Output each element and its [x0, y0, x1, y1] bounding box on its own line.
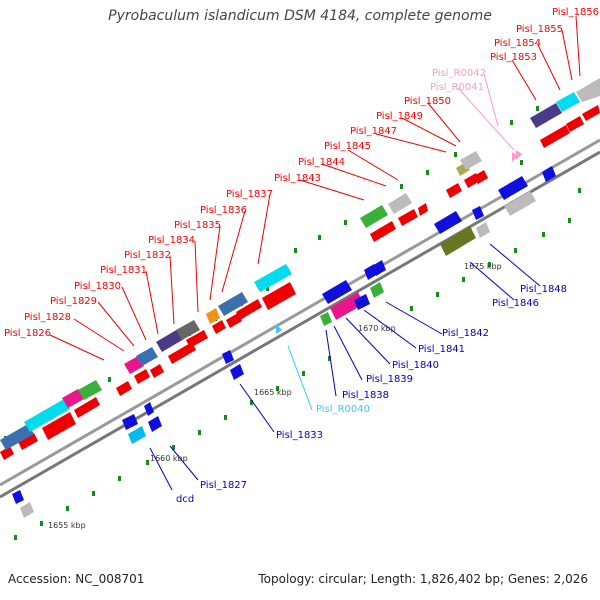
forward-features [0, 78, 600, 450]
accession-text: Accession: NC_008701 [8, 572, 145, 586]
map-title: Pyrobaculum islandicum DSM 4184, complet… [108, 8, 492, 24]
scale-label: 1655 kbp [48, 521, 86, 530]
backbone-outer [0, 138, 600, 487]
scale-label: 1665 kbp [254, 388, 292, 397]
gene-label-fwd: Pisl_1828 [24, 312, 72, 323]
scale-label: 1675 kbp [464, 262, 502, 271]
gene-label-rev: Pisl_1833 [276, 430, 324, 441]
tick-marks [4, 106, 581, 540]
gene-label-rev: Pisl_1838 [342, 390, 390, 401]
gene-label-fwd: Pisl_R0042 [432, 68, 486, 79]
gene-label-fwd: Pisl_1826 [4, 328, 52, 339]
gene-label-rev: Pisl_1848 [520, 284, 568, 295]
gene-label-fwd: Pisl_1855 [516, 24, 564, 35]
gene-label-fwd: Pisl_1853 [490, 52, 538, 63]
rna-rev-leader [287, 345, 313, 411]
gene-label-fwd: Pisl_1850 [404, 96, 452, 107]
gene-label-rev: Pisl_R0040 [316, 404, 370, 415]
gene-label-fwd: Pisl_1835 [174, 220, 222, 231]
gene-label-fwd: Pisl_1849 [376, 111, 424, 122]
gene-label-fwd: Pisl_1830 [74, 281, 122, 292]
gene-label-rev: Pisl_1839 [366, 374, 414, 385]
gene-label-rev: Pisl_1840 [392, 360, 440, 371]
gene-label-fwd: Pisl_1847 [350, 126, 398, 137]
rna-leaders [457, 73, 515, 151]
gene-label-fwd: Pisl_1831 [100, 265, 148, 276]
gene-label-rev: Pisl_1841 [418, 344, 466, 355]
gene-label-fwd: Pisl_1832 [124, 250, 172, 261]
gene-label-rev: Pisl_1827 [200, 480, 248, 491]
gene-label-rev: dcd [176, 494, 195, 505]
gene-label-fwd: Pisl_1845 [324, 141, 372, 152]
gene-label-fwd: Pisl_1844 [298, 157, 346, 168]
gene-label-fwd: Pisl_R0041 [430, 82, 484, 93]
backbone-inner [0, 150, 600, 499]
gene-label-fwd: Pisl_1843 [274, 173, 322, 184]
scale-label: 1660 kbp [150, 454, 188, 463]
gene-label-fwd: Pisl_1834 [148, 235, 196, 246]
scale-label: 1670 kbp [358, 324, 396, 333]
gene-label-fwd: Pisl_1837 [226, 189, 274, 200]
reverse-genes [12, 166, 556, 518]
gene-label-fwd: Pisl_1854 [494, 38, 542, 49]
gene-label-rev: Pisl_1842 [442, 328, 490, 339]
gene-label-fwd: Pisl_1836 [200, 205, 248, 216]
gene-label-fwd: Pisl_1856 [552, 7, 600, 18]
forward-genes [0, 105, 600, 460]
topology-text: Topology: circular; Length: 1,826,402 bp… [258, 572, 588, 586]
reverse-leaders [149, 243, 541, 491]
gene-label-rev: Pisl_1846 [492, 298, 540, 309]
gene-label-fwd: Pisl_1829 [50, 296, 98, 307]
forward-leaders [49, 15, 581, 361]
